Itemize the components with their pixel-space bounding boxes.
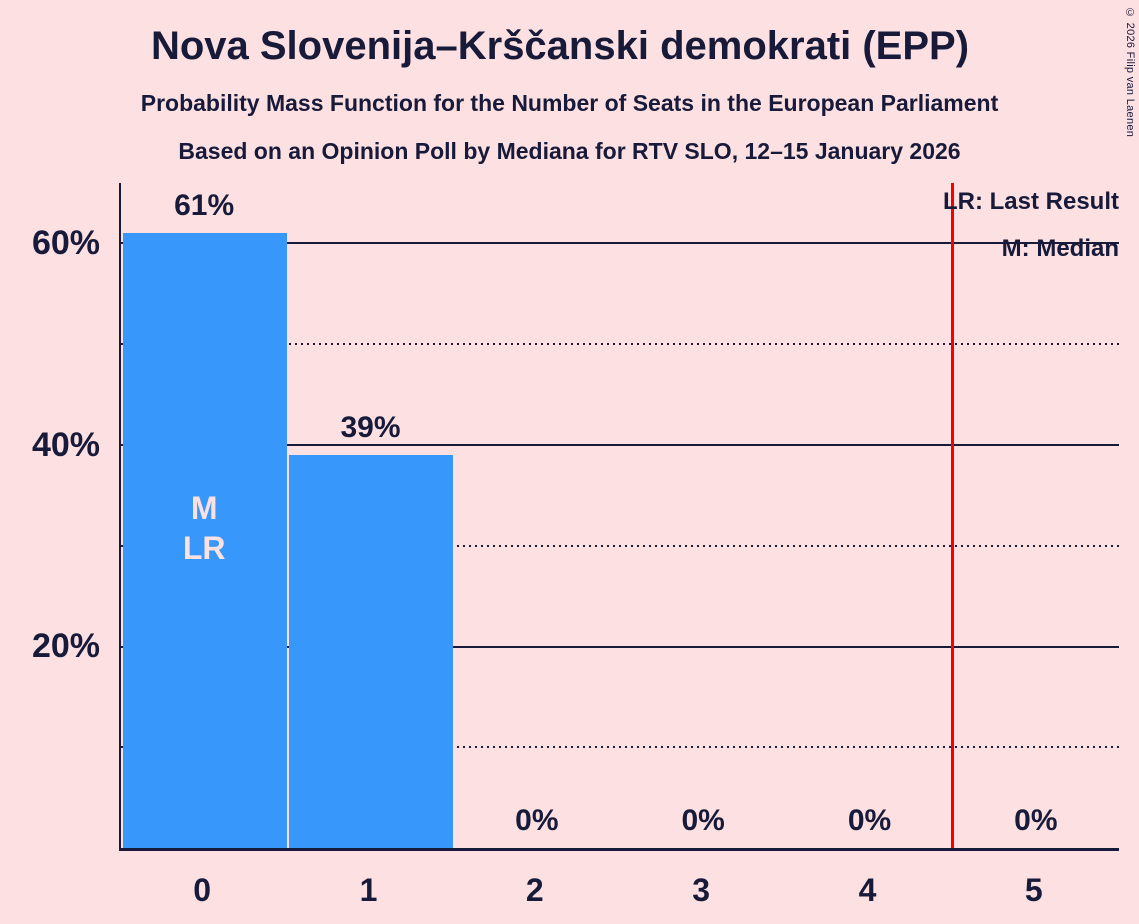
annotation-line: M	[190, 490, 218, 526]
y-tick-label: 40%	[31, 425, 100, 464]
x-tick-label-1: 1	[359, 872, 378, 908]
minor-gridline	[121, 746, 1119, 749]
x-tick-label-3: 3	[692, 872, 711, 908]
bar-seats-1	[289, 455, 454, 848]
x-tick-label-0: 0	[193, 872, 212, 908]
bar-value-label: 39%	[340, 411, 401, 445]
bar-value-label: 61%	[174, 189, 235, 223]
major-gridline	[121, 645, 1119, 648]
chart-subtitle-line1: Probability Mass Function for the Number…	[140, 90, 999, 116]
major-gridline	[121, 242, 1119, 245]
y-tick-label: 20%	[31, 627, 100, 666]
minor-gridline	[121, 343, 1119, 346]
chart-title: Nova Slovenija–Krščanski demokrati (EPP)	[150, 24, 970, 68]
x-tick-label-4: 4	[858, 872, 877, 908]
x-tick-label-2: 2	[525, 872, 544, 908]
copyright-notice: © 2026 Filip van Laenen	[1124, 7, 1136, 138]
legend-median: M: Median	[1001, 235, 1119, 262]
annotation-line: LR	[182, 530, 226, 566]
minor-gridline	[121, 544, 1119, 547]
bar-value-label: 0%	[515, 804, 559, 837]
x-tick-label-5: 5	[1024, 872, 1043, 908]
y-tick-label: 60%	[31, 224, 100, 263]
major-gridline	[121, 443, 1119, 446]
median-last-result-annotation: M LR	[134, 488, 274, 568]
bar-value-label: 0%	[847, 804, 892, 837]
chart-subtitle-line2: Based on an Opinion Poll by Mediana for …	[178, 138, 961, 164]
plot-area: LR: Last Result M: Median 61% 39% 0% 0% 0% 0%…	[119, 183, 1119, 851]
bar-value-label: 0%	[681, 804, 725, 837]
bar-value-label: 0%	[1014, 804, 1058, 837]
bar-seats-0	[123, 233, 287, 848]
red-marker-line	[951, 183, 955, 848]
legend-last-result: LR: Last Result	[942, 188, 1119, 215]
